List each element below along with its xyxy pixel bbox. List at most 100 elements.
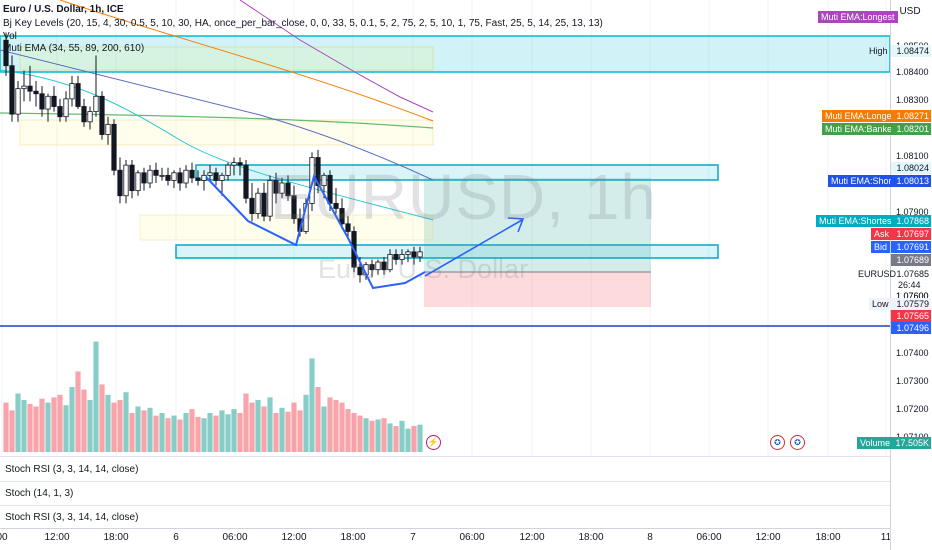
candle-down <box>153 169 159 176</box>
volume-bar <box>93 341 99 452</box>
zigzag-arrow <box>205 173 426 290</box>
volume-bar <box>291 402 297 452</box>
profit-zone <box>424 178 651 272</box>
muti-ema-legend[interactable]: Muti EMA (34, 55, 89, 200, 610) <box>3 43 145 54</box>
candle-down <box>213 172 219 181</box>
time-axis-label: 6 <box>173 532 179 543</box>
candle-down <box>345 223 351 232</box>
muti-ema-longer-price: 1.08271 <box>891 110 931 122</box>
price-axis[interactable] <box>890 0 932 550</box>
candle-up <box>147 169 153 184</box>
candle-down <box>39 93 45 110</box>
volume-bar <box>57 394 63 452</box>
candle-up <box>159 174 165 177</box>
us-flag-icon[interactable]: ✪ <box>770 435 785 450</box>
price-tick: 1.08400 <box>896 67 929 77</box>
volume-bar <box>369 420 375 452</box>
volume-bar <box>87 400 93 452</box>
ask-price: 1.07697 <box>891 228 931 240</box>
volume-bar <box>129 413 135 452</box>
volume-bar <box>27 403 33 452</box>
volume-bar <box>267 397 273 452</box>
grid-lines <box>1 0 887 456</box>
volume-bar <box>39 398 45 452</box>
currency-label[interactable]: USD <box>899 6 921 17</box>
volume-bar <box>357 415 363 452</box>
volume-bar <box>399 420 405 452</box>
muti-ema-longest-badge: Muti EMA:Longest <box>818 11 898 23</box>
volume-bar <box>219 410 225 452</box>
price-tick: 1.07900 <box>896 207 929 217</box>
time-axis-label: 12:00 <box>519 532 545 543</box>
muti-ema-short-price: 1.08013 <box>891 175 931 187</box>
candle-down <box>357 266 363 276</box>
candle-down <box>111 123 117 171</box>
key-levels-legend[interactable]: Bj Key Levels (20, 15, 4, 30, 0.5, 5, 10… <box>3 18 603 29</box>
ema-longest <box>239 0 434 113</box>
bid-price: 1.07691 <box>891 241 931 253</box>
candle-down <box>27 85 33 92</box>
stop-loss-zone <box>424 272 651 307</box>
volume-bar <box>15 393 21 452</box>
vol-legend[interactable]: Vol <box>3 31 17 42</box>
volume-bar <box>261 406 267 452</box>
ema-short <box>0 49 434 181</box>
us-flag-icon[interactable]: ✪ <box>790 435 805 450</box>
time-axis-label: 11 <box>880 532 892 543</box>
time-axis-label: 06:00 <box>696 532 722 543</box>
candle-up <box>225 164 231 176</box>
volume-bar <box>177 419 183 452</box>
stoch-rsi-pane-label-2[interactable]: Stoch RSI (3, 3, 14, 14, close) <box>5 512 139 523</box>
pane-separator[interactable] <box>0 481 890 482</box>
volume-bar <box>183 413 189 452</box>
lightning-icon[interactable]: ⚡ <box>426 435 441 450</box>
volume-bar <box>405 428 411 452</box>
stoch-pane-label[interactable]: Stoch (14, 1, 3) <box>5 488 74 499</box>
volume-bar <box>3 402 9 452</box>
candle-up <box>63 98 69 118</box>
pane-separator[interactable] <box>0 456 890 457</box>
price-tick: 1.07600 <box>896 291 929 301</box>
muti-ema-shortest-price: 1.07868 <box>891 215 931 227</box>
volume-bar <box>69 387 75 452</box>
candle-up <box>171 172 177 181</box>
pane-separator[interactable] <box>0 505 890 506</box>
volume-bar <box>333 400 339 452</box>
volume-bar <box>321 406 327 452</box>
volume-bar <box>315 387 321 452</box>
price-tick: 1.08300 <box>896 95 929 105</box>
volume-bar <box>111 402 117 452</box>
volume-bar <box>249 402 255 452</box>
key-level-price-tag: 1.08024 <box>891 162 931 174</box>
symbol-price: 1.07685 <box>896 269 929 279</box>
candle-down <box>51 95 57 107</box>
volume-bar <box>141 410 147 452</box>
symbol-label: EURUSD <box>858 269 897 279</box>
candle-down <box>291 195 297 220</box>
candle-down <box>3 39 9 67</box>
price-chart[interactable] <box>0 0 890 550</box>
chart-title[interactable]: Euro / U.S. Dollar, 1h, ICE <box>3 4 124 15</box>
volume-bar <box>81 389 87 452</box>
muti-ema-shortest-badge: Muti EMA:Shortest <box>816 215 898 227</box>
bar-countdown: 26:44 <box>898 280 921 290</box>
price-tick: 1.07300 <box>896 376 929 386</box>
candle-down <box>237 162 243 166</box>
time-axis-label: 12:00 <box>281 532 307 543</box>
lower-key-level-box <box>175 244 719 259</box>
candle-up <box>21 85 27 90</box>
volume-bar <box>243 393 249 452</box>
time-axis-label: 18:00 <box>103 532 129 543</box>
stoch-rsi-pane-label[interactable]: Stoch RSI (3, 3, 14, 14, close) <box>5 464 139 475</box>
candle-up <box>417 251 423 258</box>
volume-bar <box>303 394 309 452</box>
candle-down <box>369 264 375 271</box>
time-axis-label: 00 <box>0 532 8 543</box>
volume-bar <box>135 406 141 452</box>
candle-down <box>411 251 417 258</box>
volume-bar <box>207 413 213 452</box>
volume-bar <box>387 423 393 452</box>
volume-bar <box>339 402 345 452</box>
time-axis-label: 18:00 <box>340 532 366 543</box>
